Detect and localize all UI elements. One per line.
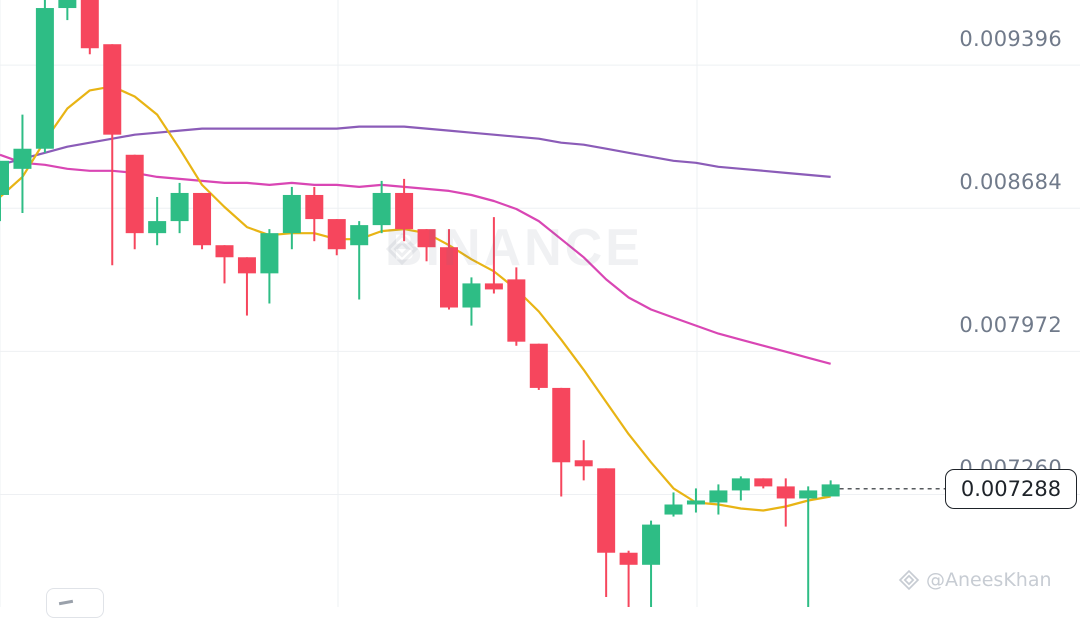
binance-logo-icon bbox=[898, 569, 920, 591]
y-tick-label: 0.007972 bbox=[959, 313, 1062, 338]
candle-body bbox=[80, 0, 99, 49]
candle-body bbox=[35, 8, 54, 149]
binance-logo-icon bbox=[385, 232, 419, 266]
candle-body bbox=[552, 387, 571, 463]
candle-up bbox=[799, 486, 818, 607]
candle-body bbox=[0, 160, 9, 195]
candle-body bbox=[686, 500, 705, 505]
candle-body bbox=[574, 460, 593, 467]
candle-down bbox=[237, 257, 256, 316]
y-tick-label: 0.009396 bbox=[959, 27, 1062, 52]
candle-body bbox=[260, 233, 279, 274]
candle-body bbox=[821, 484, 840, 497]
candle-down bbox=[193, 192, 212, 250]
candle-up bbox=[58, 0, 77, 21]
binance-watermark: BINANCE bbox=[385, 219, 643, 277]
ma-long-line bbox=[0, 125, 831, 178]
candle-down bbox=[529, 343, 548, 390]
candle-body bbox=[799, 490, 818, 499]
candle-up bbox=[0, 160, 9, 222]
candle-body bbox=[597, 468, 616, 553]
candle-body bbox=[462, 283, 481, 308]
candle-body bbox=[664, 504, 683, 515]
candle-up bbox=[35, 0, 54, 153]
candle-body bbox=[350, 225, 369, 246]
author-credit: @AneesKhan bbox=[898, 569, 1052, 591]
candle-body bbox=[148, 221, 167, 234]
candle-down bbox=[395, 178, 414, 242]
candle-body bbox=[395, 192, 414, 230]
candle-body bbox=[507, 279, 526, 342]
candle-up bbox=[664, 492, 683, 517]
candle-body bbox=[372, 192, 391, 226]
candle-down bbox=[305, 186, 324, 242]
candle-up bbox=[462, 277, 481, 326]
candle-down bbox=[440, 229, 458, 310]
candle-down bbox=[103, 44, 122, 266]
candle-body bbox=[193, 192, 212, 246]
candle-up bbox=[642, 520, 661, 607]
candle-up bbox=[282, 186, 301, 250]
moving-average-lines bbox=[0, 85, 831, 512]
candle-body bbox=[619, 552, 638, 565]
corner-toggle-button[interactable] bbox=[46, 588, 104, 618]
candle-down bbox=[80, 0, 99, 55]
candle-body bbox=[731, 478, 750, 491]
candle-down bbox=[552, 387, 571, 497]
candle-up bbox=[148, 196, 167, 246]
corner-toggle-icon bbox=[58, 599, 74, 606]
candle-up bbox=[170, 182, 189, 234]
candle-body bbox=[327, 219, 346, 250]
candle-body bbox=[58, 0, 77, 9]
candle-up bbox=[13, 114, 32, 214]
candle-body bbox=[642, 524, 661, 565]
candle-down bbox=[484, 217, 503, 294]
candle-down bbox=[215, 245, 234, 284]
author-credit-text: @AneesKhan bbox=[926, 569, 1052, 591]
candle-up bbox=[350, 221, 369, 300]
candles bbox=[0, 0, 840, 607]
current-price-tag: 0.007288 bbox=[945, 468, 1077, 509]
candle-down bbox=[574, 440, 593, 481]
candle-down bbox=[125, 154, 144, 250]
candle-down bbox=[417, 229, 436, 262]
candle-body bbox=[529, 343, 548, 388]
candle-down bbox=[597, 468, 616, 597]
ma-short-line bbox=[0, 85, 831, 512]
candle-down bbox=[776, 478, 795, 527]
candle-body bbox=[237, 257, 256, 274]
candle-body bbox=[170, 192, 189, 222]
candle-body bbox=[754, 478, 773, 487]
candle-body bbox=[776, 486, 795, 499]
candle-body bbox=[125, 154, 144, 234]
candle-up bbox=[821, 480, 840, 497]
candle-down bbox=[507, 267, 526, 346]
candle-up bbox=[260, 229, 279, 304]
candle-up bbox=[372, 180, 391, 234]
candle-up bbox=[709, 484, 728, 515]
candle-body bbox=[282, 194, 301, 234]
candle-down bbox=[754, 478, 773, 489]
y-tick-label: 0.008684 bbox=[959, 170, 1062, 195]
candle-body bbox=[709, 490, 728, 503]
candle-up bbox=[686, 488, 705, 513]
candle-body bbox=[305, 194, 324, 220]
candle-body bbox=[417, 229, 436, 248]
candle-down bbox=[619, 550, 638, 607]
candle-up bbox=[731, 476, 750, 501]
candle-body bbox=[484, 283, 503, 290]
candle-body bbox=[440, 247, 458, 308]
candle-body bbox=[13, 148, 32, 169]
candle-down bbox=[327, 219, 346, 256]
candle-body bbox=[215, 245, 234, 258]
candle-body bbox=[103, 44, 122, 135]
